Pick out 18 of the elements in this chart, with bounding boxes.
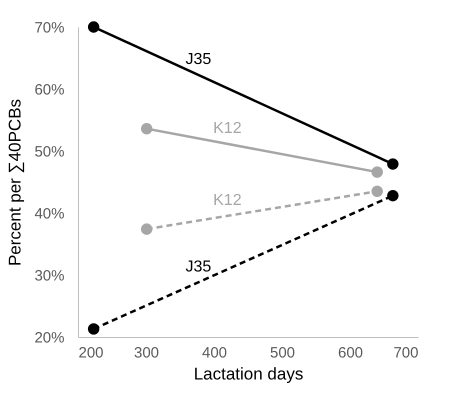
y-axis-title: Percent per ∑40PCBs [5,98,24,266]
y-tick-label: 40% [34,206,64,222]
x-tick-label: 500 [270,344,296,362]
x-tick-label: 700 [393,344,418,362]
series-label: J35 [185,258,212,276]
x-tick-label: 200 [78,344,104,362]
series-label: J35 [185,50,212,68]
x-axis-title: Lactation days [194,364,304,384]
series-label: K12 [213,120,242,137]
x-tick-label: 600 [338,344,364,362]
x-tick-label: 400 [202,344,228,362]
y-tick-label: 50% [34,144,64,160]
y-tick-label: 60% [34,82,64,98]
y-tick-label: 70% [34,20,64,36]
series-label: K12 [213,192,242,209]
y-tick-label: 30% [34,268,64,284]
x-tick-label: 300 [134,344,160,362]
y-tick-label: 20% [34,330,64,346]
